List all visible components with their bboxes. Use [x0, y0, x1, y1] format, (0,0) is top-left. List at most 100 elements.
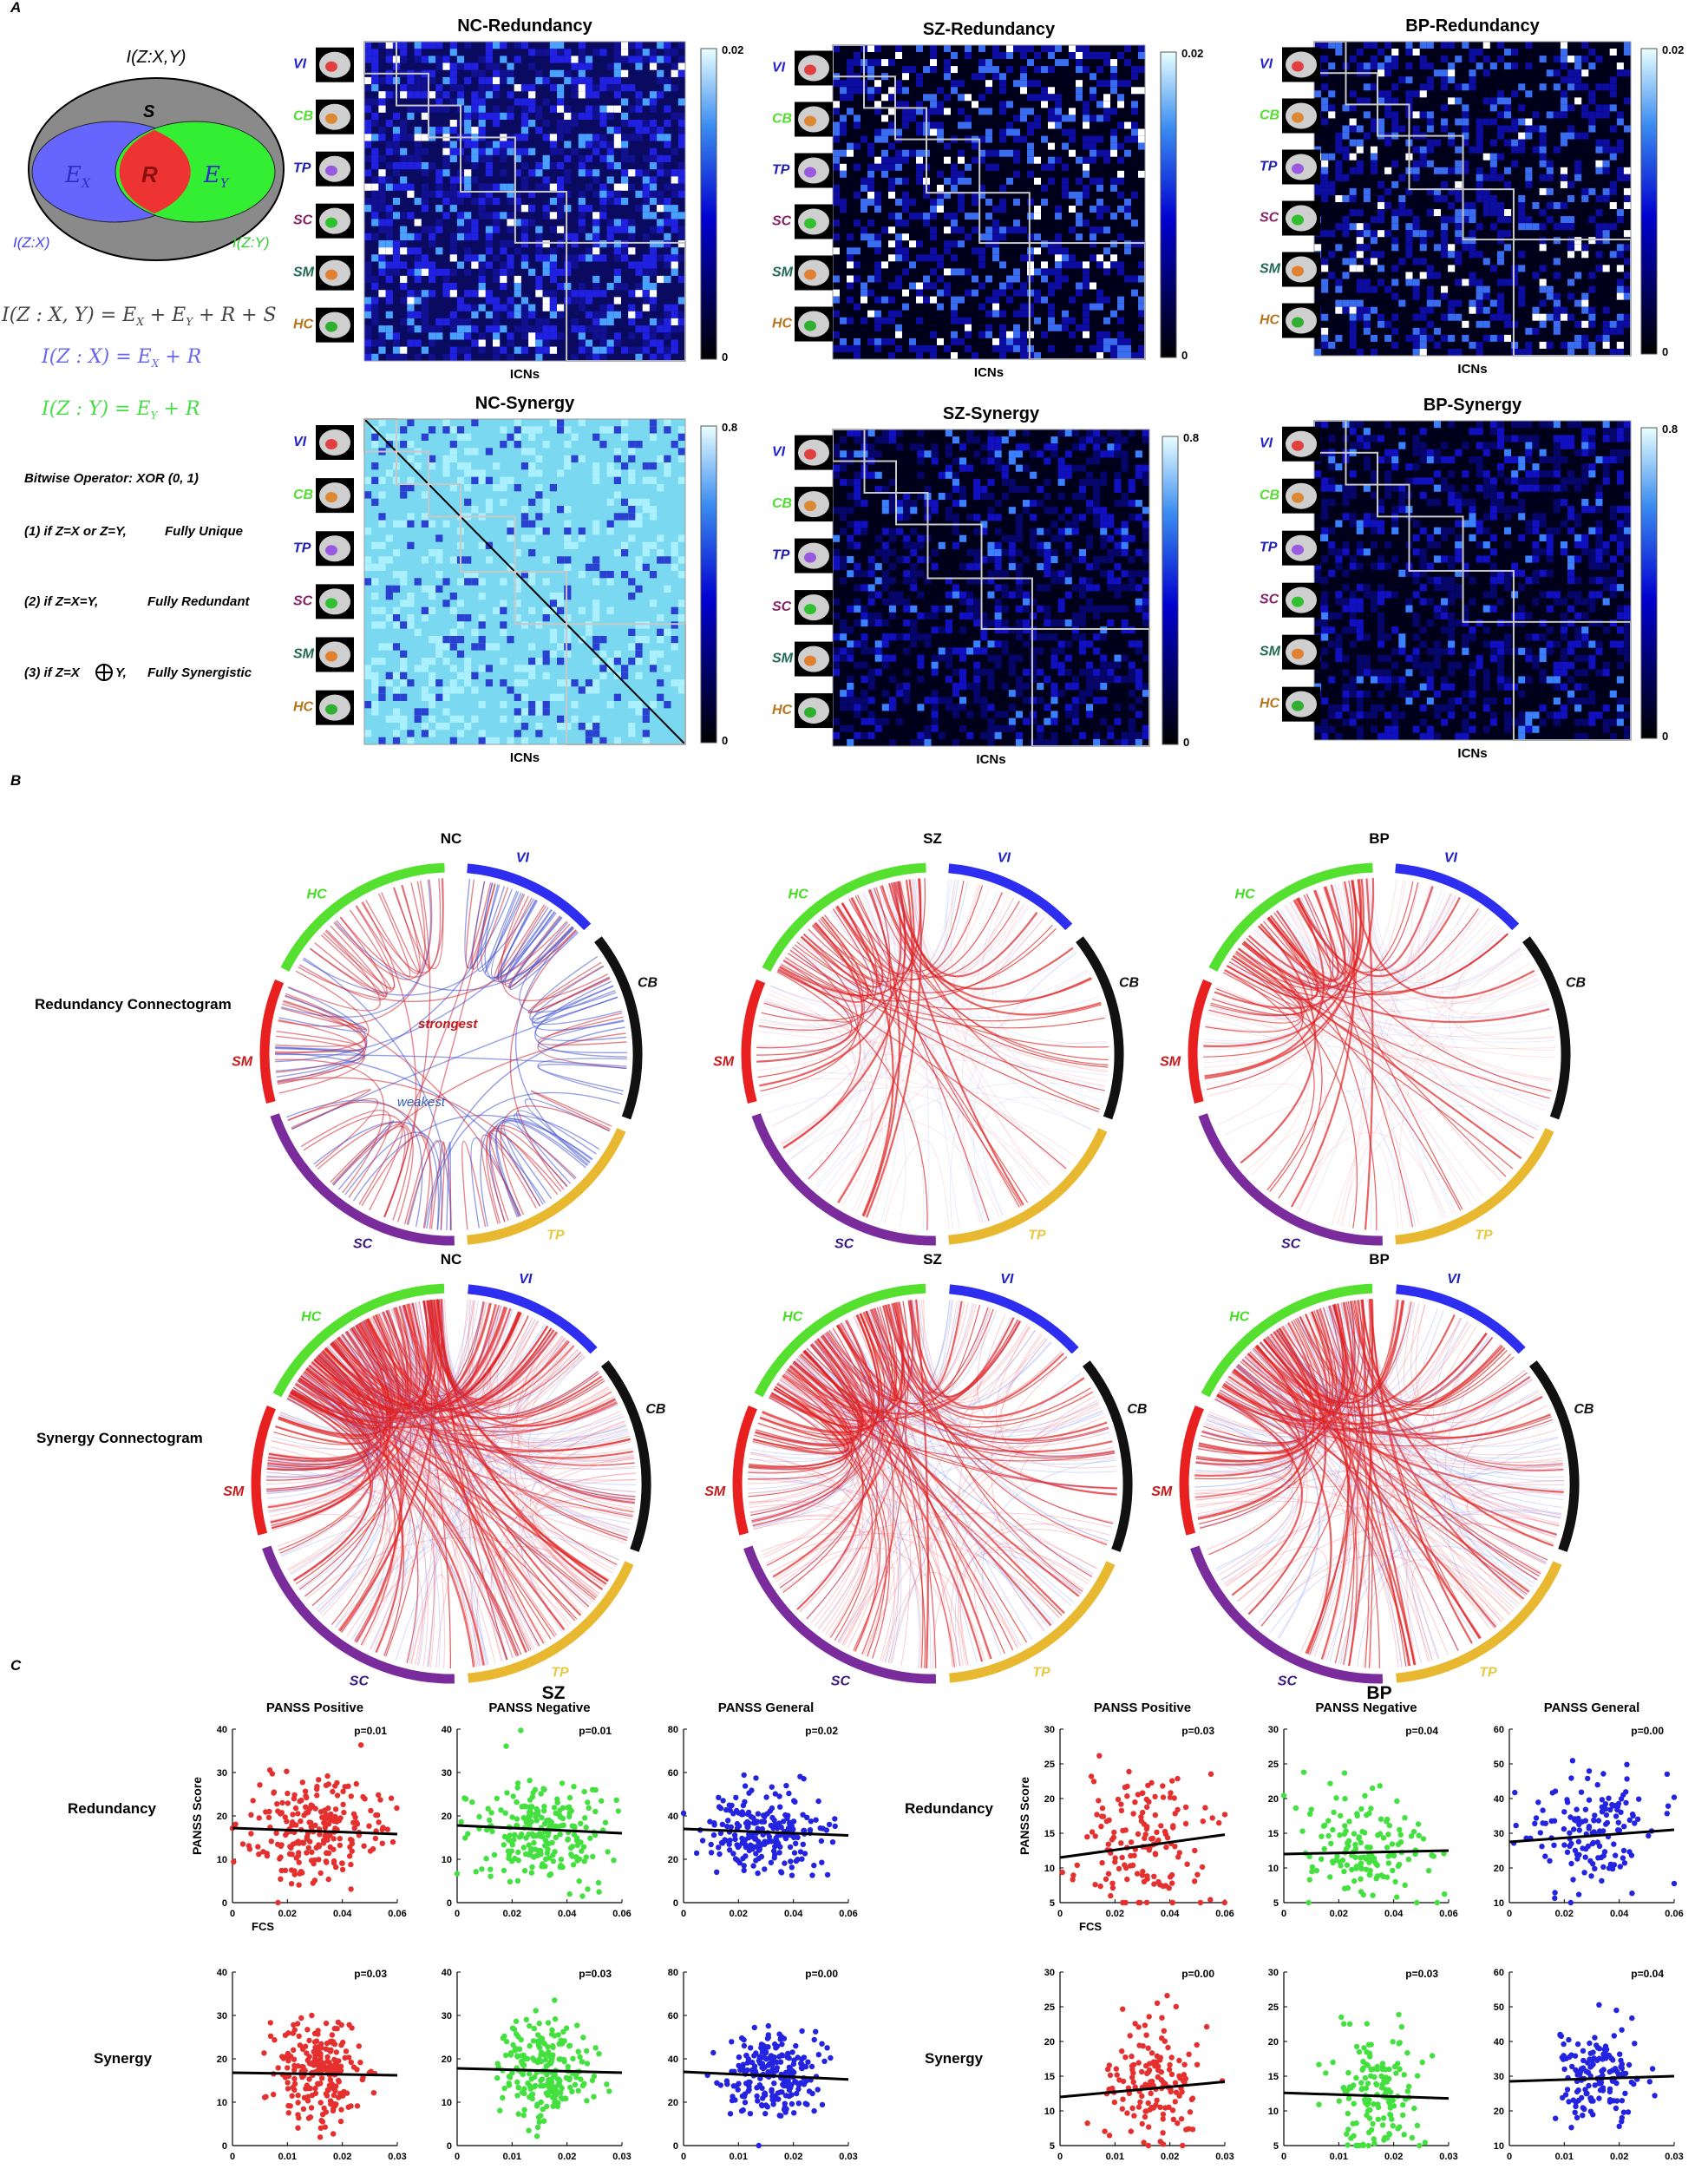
y-tick-label: 10 — [1494, 2141, 1504, 2152]
scatter-point — [1513, 1822, 1519, 1829]
scatter-point — [550, 2042, 556, 2049]
scatter-point — [538, 2035, 544, 2041]
y-tick-label: 25 — [1044, 2002, 1055, 2013]
scatter-point — [1609, 1801, 1615, 1808]
scatter-point — [1619, 2098, 1626, 2104]
scatter-point — [1586, 1768, 1593, 1774]
y-axis-label: PANSS Score — [190, 1777, 204, 1855]
scatter-point — [1345, 1838, 1352, 1845]
scatter-point — [1367, 2054, 1373, 2060]
scatter-point — [1573, 2103, 1579, 2109]
x-tick-label: 0.01 — [1330, 2152, 1348, 2162]
scatter-point — [503, 1743, 509, 1749]
scatter-point — [1325, 1832, 1332, 1839]
scatter-point — [755, 1870, 761, 1877]
network-label-vi: VI — [1260, 56, 1273, 71]
scatter-point — [1561, 2041, 1567, 2048]
scatter-point — [1561, 1809, 1567, 1815]
scatter-point — [742, 2100, 749, 2106]
scatter-point — [550, 1858, 557, 1864]
network-label-hc: HC — [293, 700, 314, 715]
scatter-point — [807, 1827, 814, 1833]
scatter-point — [1617, 2051, 1623, 2057]
scatter-point — [1353, 2043, 1360, 2050]
scatter-point — [1411, 2105, 1417, 2112]
strongest-label: strongest — [418, 1017, 478, 1032]
scatter-point — [301, 2094, 308, 2100]
equation-total: I(Z : X, Y) = EX + EY + R + S — [1, 305, 277, 328]
scatter-point — [580, 2035, 586, 2041]
scatter-point — [1548, 1818, 1554, 1825]
scatter-point — [1126, 1768, 1132, 1775]
x-tick-label: 0.02 — [278, 1909, 297, 1919]
scatter-point — [515, 1849, 521, 1856]
scatter-point — [1070, 1872, 1076, 1878]
scatter-point — [1581, 1870, 1587, 1876]
scatter-point — [257, 1782, 263, 1788]
scatter-point — [568, 1851, 574, 1858]
scatter-point — [1351, 1877, 1358, 1884]
scatter-point — [1160, 2111, 1167, 2118]
scatter-point — [1199, 1864, 1206, 1871]
scatter-point — [1576, 1818, 1582, 1825]
scatter-point — [739, 2035, 745, 2041]
scatter-point — [512, 1855, 518, 1862]
scatter-point — [1414, 2073, 1421, 2079]
scatter-point — [1119, 1854, 1125, 1861]
scatter-point — [717, 1805, 724, 1812]
scatter-point — [1557, 2031, 1563, 2038]
y-tick-label: 40 — [217, 1725, 227, 1735]
scatter-point — [560, 2096, 566, 2102]
scatter-point — [526, 1851, 533, 1858]
x-tick-label: 0.02 — [1161, 2152, 1179, 2162]
scatter-point — [1139, 2068, 1145, 2075]
matrix-cells — [833, 429, 1149, 746]
scatter-point — [552, 2086, 558, 2093]
scatter-point — [1346, 2021, 1353, 2028]
scatter-point — [1344, 1862, 1351, 1868]
scatter-point — [334, 1779, 340, 1786]
scatter-point — [1384, 1816, 1391, 1823]
scatter-point — [1192, 1847, 1198, 1854]
scatter-point — [1331, 1809, 1337, 1816]
scatter-point — [778, 1825, 784, 1831]
scatter-point — [1600, 1771, 1607, 1777]
scatter-point — [1200, 1818, 1207, 1825]
redundancy-connectogram-label: Redundancy Connectogram — [35, 996, 232, 1012]
scatter-point — [1172, 2080, 1179, 2086]
scatter-point — [1169, 1880, 1175, 1886]
scatter-point — [1592, 1812, 1598, 1818]
ring-label-tp: TP — [551, 1665, 569, 1680]
scatter-point — [278, 1867, 285, 1874]
scatter-point — [533, 2008, 539, 2014]
scatter-point — [1165, 2044, 1171, 2051]
scatter-point — [1397, 2066, 1403, 2072]
scatter-point — [1108, 1892, 1114, 1899]
brain-slice-icon — [795, 102, 833, 137]
scatter-point — [265, 1814, 272, 1820]
ring-label-sc: SC — [353, 1236, 373, 1251]
scatter-point — [539, 1814, 545, 1821]
scatter-point — [1300, 1769, 1307, 1775]
scatter-point — [1566, 2099, 1572, 2105]
scatter-point — [1351, 2100, 1357, 2107]
scatter-point — [762, 1866, 768, 1872]
scatter-point — [330, 2100, 337, 2107]
x-tick-label: 0.01 — [503, 2152, 521, 2162]
scatter-point — [264, 1851, 270, 1857]
scatter-point — [1323, 2070, 1329, 2076]
scatter-point — [1402, 1815, 1408, 1821]
scatter-point — [1623, 1799, 1629, 1806]
scatter-point — [750, 1863, 756, 1869]
fit-line — [683, 2070, 849, 2081]
scatter-point — [1386, 2131, 1392, 2137]
scatter-point — [309, 1803, 316, 1809]
rule-1-result: Fully Unique — [165, 524, 243, 539]
scatter-point — [1631, 2081, 1637, 2087]
brain-slice-icon — [1282, 634, 1320, 670]
scatter-point — [1392, 1878, 1398, 1885]
scatter-point — [344, 2090, 350, 2096]
scatter-point — [1152, 1812, 1159, 1818]
